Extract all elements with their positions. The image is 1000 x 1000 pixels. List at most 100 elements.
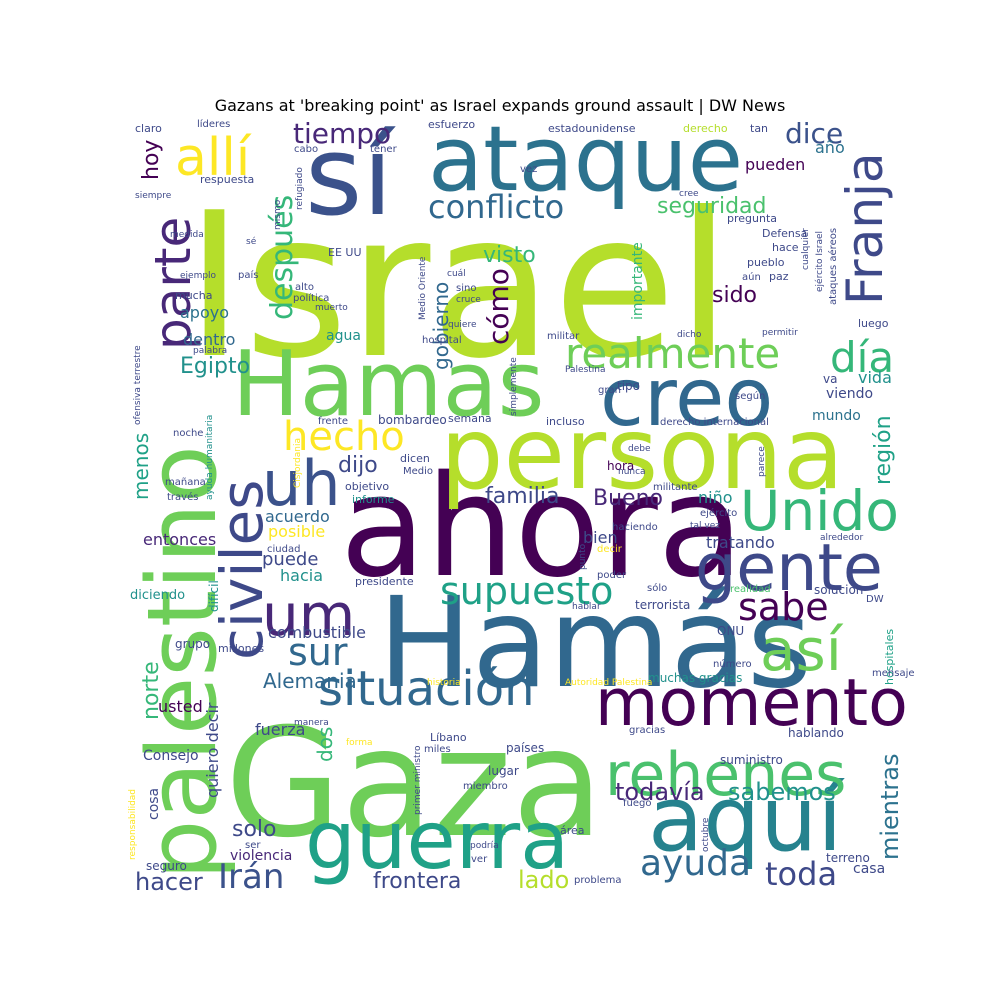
word-esfuerzo: esfuerzo: [428, 118, 475, 131]
word-forma: forma: [346, 738, 373, 748]
word-hacia: hacia: [280, 566, 323, 585]
word-frontera: frontera: [373, 869, 461, 894]
word-va: va: [823, 372, 837, 386]
word-mundo: mundo: [812, 408, 861, 424]
word-quiere: quiere: [448, 320, 477, 330]
word-israel: Israel: [185, 170, 732, 403]
word-hospital: hospital: [422, 335, 462, 346]
word-poder: poder: [597, 570, 627, 581]
word-cabo: cabo: [294, 144, 318, 155]
word-ee-uu: EE UU: [328, 246, 362, 259]
word-casa: casa: [853, 861, 885, 877]
word-difícil: difícil: [207, 580, 221, 612]
word-acuerdo: acuerdo: [265, 507, 330, 526]
word-todavía: todavía: [615, 778, 705, 806]
word-líbano: Líbano: [430, 731, 467, 744]
word-suministro: suministro: [720, 753, 783, 767]
word-cruce: cruce: [456, 295, 481, 305]
word-ayuda: ayuda: [640, 843, 751, 884]
word-respuesta: respuesta: [200, 173, 254, 186]
word-países: países: [506, 741, 544, 755]
word-menos: menos: [129, 433, 153, 500]
word-dos: dos: [313, 727, 337, 762]
word-vez: vez: [520, 164, 537, 175]
word-hecho: hecho: [283, 414, 405, 460]
word-así: así: [760, 616, 844, 684]
word-hospitales: hospitales: [883, 629, 896, 685]
word-dicho: dicho: [677, 330, 702, 340]
word-realmente: realmente: [565, 329, 780, 378]
word-alemania: Alemania: [263, 669, 357, 693]
word-usted: usted: [158, 697, 203, 716]
word-fuego: fuego: [623, 798, 651, 809]
word-combustible: combustible: [268, 623, 366, 642]
word-problema: problema: [574, 875, 622, 886]
word-grupo: grupo: [175, 637, 210, 651]
word-hablando: hablando: [788, 726, 844, 740]
word-tener: tener: [370, 144, 398, 155]
word-ayuda-humanitaria: ayuda humanitaria: [205, 415, 215, 500]
word-conflicto: conflicto: [428, 188, 564, 226]
word-puede: puede: [262, 549, 318, 570]
word-medida: medida: [170, 230, 204, 240]
word-debe: debe: [628, 444, 651, 454]
word-gente: gente: [695, 531, 883, 606]
word-pueblo: pueblo: [747, 256, 785, 269]
word-posible: posible: [268, 522, 325, 541]
word-sabe: sabe: [738, 585, 829, 629]
word-mientras: mientras: [876, 753, 904, 860]
word-hamás: Hamás: [378, 571, 812, 716]
word-sido: sido: [712, 283, 757, 308]
word-palestina: Palestina: [565, 365, 606, 375]
word-día: día: [830, 333, 894, 382]
word-objetivo: objetivo: [345, 480, 389, 493]
word-diciendo: diciendo: [130, 588, 185, 603]
word-dicen: dicen: [400, 452, 430, 465]
word-aún: aún: [742, 271, 761, 283]
word-pueden: pueden: [745, 155, 805, 174]
word-derecho-internacional: derecho internacional: [660, 417, 769, 428]
word-después: después: [265, 195, 300, 320]
word-primer-ministro: primer ministro: [413, 745, 423, 815]
word-cuál: cuál: [447, 269, 466, 279]
word-sí: sí: [305, 112, 396, 240]
word-cisjordania: Cisjordania: [293, 438, 303, 488]
word-noche: noche: [173, 428, 203, 439]
word-tiempo: tiempo: [293, 117, 391, 150]
word-bien: bien: [583, 528, 618, 547]
word-medio: Medio: [403, 466, 433, 477]
word-persona: persona: [440, 395, 844, 512]
word-familia: familia: [485, 484, 559, 509]
word-país: país: [238, 269, 258, 281]
word-cree: cree: [679, 189, 699, 199]
word-militante: militante: [653, 482, 698, 493]
word-franja: Franja: [836, 152, 894, 305]
word-bueno: Bueno: [593, 486, 663, 511]
word-dice: dice: [785, 117, 843, 150]
word-incluso: incluso: [546, 415, 585, 428]
word-octubre: octubre: [701, 817, 711, 852]
word-miembro: miembro: [463, 781, 508, 792]
word-momento: momento: [595, 666, 908, 741]
word-irán: Irán: [218, 857, 284, 897]
word-podría: podría: [470, 841, 499, 851]
word-lugar: lugar: [488, 764, 519, 778]
word-ser: ser: [245, 840, 261, 851]
word-ciudad: ciudad: [267, 544, 300, 555]
word-solo: solo: [232, 817, 277, 842]
word-hablar: hablar: [572, 602, 601, 612]
word-consejo: Consejo: [143, 748, 199, 764]
word-solución: solución: [814, 583, 863, 597]
word-paz: paz: [769, 270, 789, 283]
word-mismo: mismo: [273, 199, 283, 230]
word-niño: niño: [698, 488, 733, 507]
word-fuerza: fuerza: [255, 720, 305, 739]
word-rehenes: rehenes: [605, 740, 846, 810]
word-dijo: dijo: [338, 453, 378, 478]
word-ofensiva-terrestre: ofensiva terrestre: [133, 345, 143, 425]
word-terreno: terreno: [826, 851, 870, 865]
word-hora: hora: [607, 459, 634, 473]
word-toda: toda: [765, 855, 837, 893]
word-vida: vida: [858, 368, 892, 387]
word-importante: importante: [630, 242, 646, 320]
